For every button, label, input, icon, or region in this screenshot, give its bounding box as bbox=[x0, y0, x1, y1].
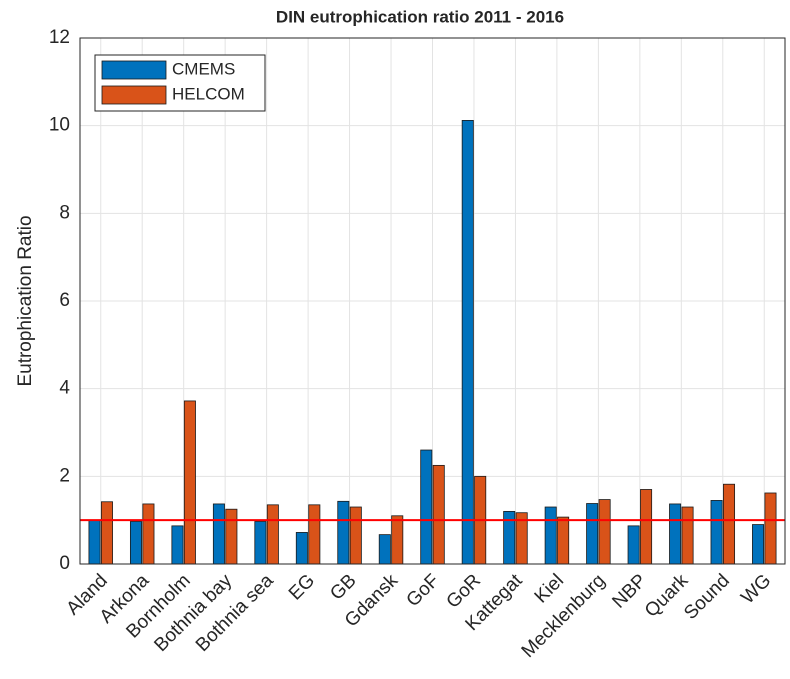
legend-label: CMEMS bbox=[172, 59, 235, 78]
bar bbox=[557, 516, 570, 565]
x-tick-label: Sound bbox=[680, 570, 734, 624]
y-tick-label: 8 bbox=[59, 202, 70, 223]
x-tick-label: WG bbox=[737, 570, 775, 608]
bar bbox=[764, 492, 777, 565]
bar bbox=[640, 489, 653, 565]
bar bbox=[681, 506, 694, 565]
bar bbox=[586, 503, 599, 565]
bar bbox=[710, 500, 723, 565]
x-tick-label: GoF bbox=[403, 570, 444, 611]
bar bbox=[337, 500, 350, 565]
bar bbox=[308, 504, 321, 565]
bar bbox=[723, 483, 736, 565]
bar bbox=[171, 525, 184, 565]
y-tick-label: 4 bbox=[59, 378, 70, 399]
bar bbox=[669, 503, 682, 565]
y-tick-label: 10 bbox=[49, 115, 70, 136]
bar bbox=[266, 504, 279, 565]
y-tick-label: 12 bbox=[49, 27, 70, 48]
bar bbox=[88, 519, 101, 565]
bar bbox=[212, 503, 225, 565]
bar bbox=[378, 534, 391, 565]
bar bbox=[225, 508, 238, 565]
axes-box bbox=[79, 37, 786, 565]
x-tick-label: EG bbox=[285, 570, 319, 604]
bar bbox=[420, 449, 433, 565]
bar bbox=[752, 524, 765, 565]
y-axis-label: Eutrophication Ratio bbox=[15, 215, 36, 386]
y-tick-label: 6 bbox=[59, 290, 70, 311]
bar bbox=[142, 503, 155, 565]
bar bbox=[254, 521, 267, 565]
bar bbox=[598, 499, 611, 565]
legend-label: HELCOM bbox=[172, 84, 245, 103]
bar bbox=[183, 400, 196, 565]
chart-title: DIN eutrophication ratio 2011 - 2016 bbox=[276, 7, 564, 26]
x-tick-label: GB bbox=[326, 570, 360, 604]
y-tick-label: 2 bbox=[59, 465, 70, 486]
legend-swatch bbox=[101, 60, 167, 80]
bar bbox=[295, 532, 308, 565]
y-tick-label: 0 bbox=[59, 553, 70, 574]
bar bbox=[461, 120, 474, 565]
bar bbox=[391, 515, 404, 565]
legend-swatch bbox=[101, 85, 167, 105]
bar bbox=[349, 506, 362, 565]
bar bbox=[544, 506, 557, 565]
bar bbox=[100, 501, 113, 565]
bar bbox=[627, 525, 640, 565]
bar bbox=[129, 521, 142, 565]
bar bbox=[432, 464, 445, 565]
